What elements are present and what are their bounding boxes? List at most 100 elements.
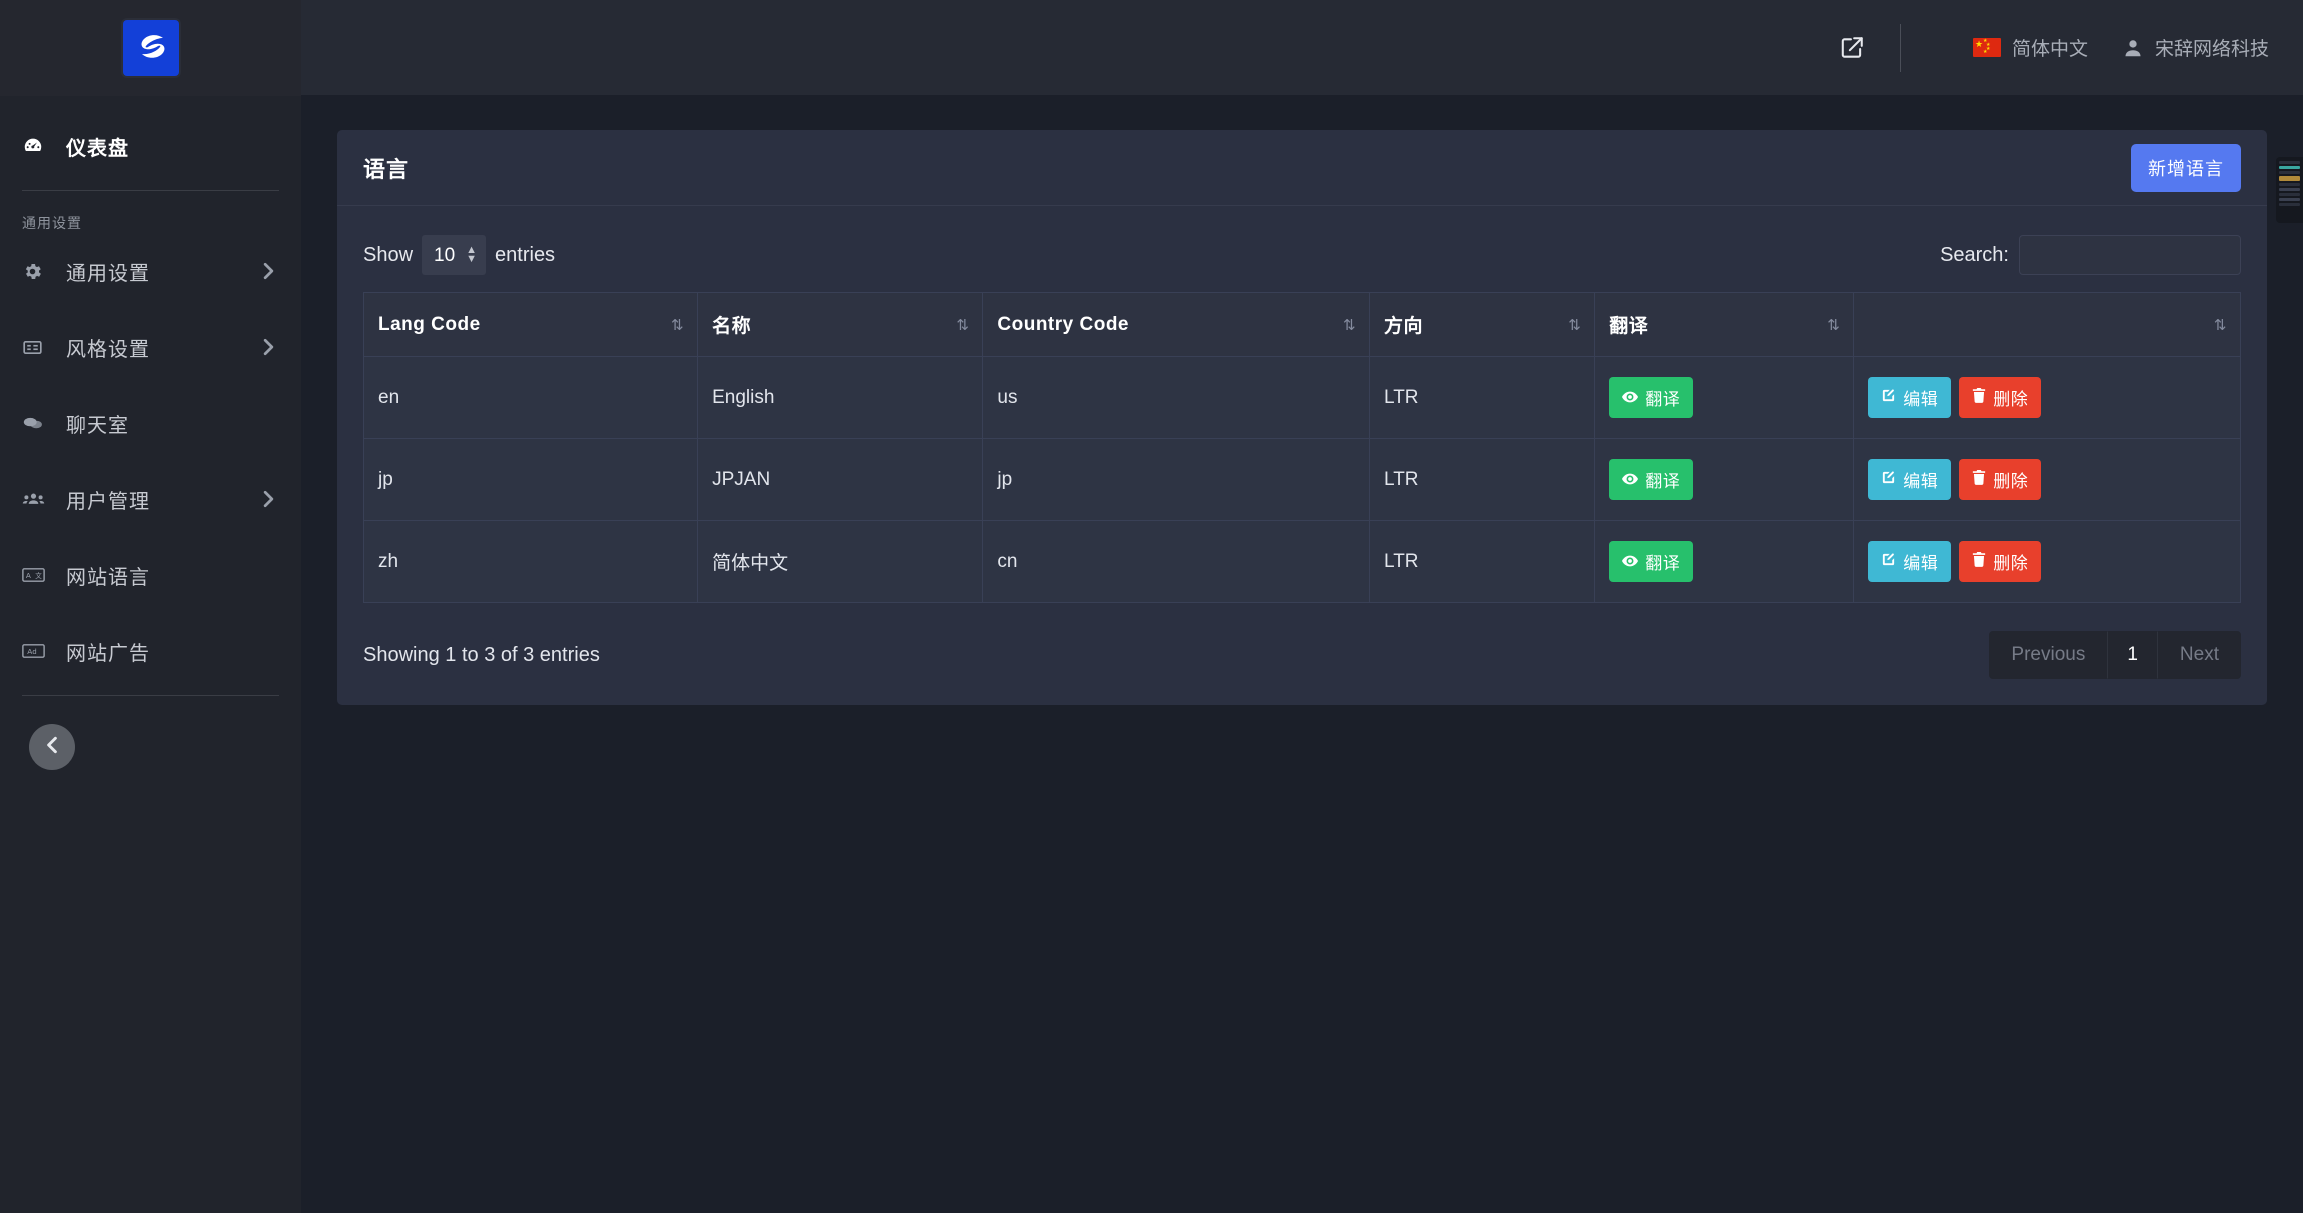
table-row: zh 简体中文 cn LTR 翻译	[362, 520, 2241, 603]
cell-name: 简体中文	[697, 520, 984, 603]
dashboard-gauge-icon	[22, 135, 56, 157]
language-switcher-label: 简体中文	[2011, 39, 2088, 60]
translate-button[interactable]: 翻译	[1609, 459, 1694, 500]
cell-direction: LTR	[1369, 520, 1596, 603]
column-header-translation[interactable]: 翻译 ⇅	[1594, 292, 1855, 357]
search-input[interactable]	[2019, 235, 2241, 275]
nav-spacer	[22, 451, 279, 471]
column-label: Lang Code	[378, 313, 481, 335]
right-edge-panel[interactable]	[2276, 157, 2303, 223]
column-header-direction[interactable]: 方向 ⇅	[1369, 292, 1596, 357]
column-header-actions[interactable]: ⇅	[1853, 292, 2241, 357]
delete-button-label: 删除	[1993, 390, 2029, 409]
translate-button-label: 翻译	[1645, 390, 1681, 409]
page-length-select[interactable]: 10	[422, 235, 487, 275]
sort-updown-icon: ⇅	[956, 316, 970, 334]
table-header-row: Lang Code ⇅ 名称 ⇅ Country Code ⇅	[362, 292, 2241, 357]
cell-translation: 翻译	[1594, 438, 1855, 521]
page-content: 语言 新增语言 Show 10 ▲ ▼	[301, 96, 2303, 1213]
nav-spacer	[22, 299, 279, 319]
pencil-square-icon	[1881, 388, 1896, 408]
datatable-footer: Showing 1 to 3 of 3 entries Previous 1 N…	[363, 603, 2241, 679]
pagination-previous[interactable]: Previous	[1989, 631, 2108, 679]
column-header-lang-code[interactable]: Lang Code ⇅	[362, 292, 699, 357]
column-label: 方向	[1384, 316, 1424, 337]
svg-text:Ad: Ad	[27, 647, 36, 656]
delete-button[interactable]: 删除	[1959, 377, 2042, 418]
chat-bubble-icon	[22, 412, 56, 434]
pagination-page-1[interactable]: 1	[2107, 631, 2158, 679]
pagination-next[interactable]: Next	[2157, 631, 2241, 679]
pencil-square-icon	[1881, 552, 1896, 572]
sidebar-item-chatroom[interactable]: 聊天室	[22, 395, 279, 451]
sidebar-item-site-ads[interactable]: Ad 网站广告	[22, 623, 279, 679]
user-menu[interactable]: 宋辞网络科技	[2122, 34, 2269, 61]
panel-line	[2279, 166, 2300, 169]
sidebar-item-style-settings[interactable]: 风格设置	[22, 319, 279, 375]
panel-line	[2279, 193, 2300, 196]
nav-spacer	[22, 375, 279, 395]
sidebar-item-user-management[interactable]: 用户管理	[22, 471, 279, 527]
cell-actions: 编辑 删除	[1853, 520, 2241, 603]
column-label: Country Code	[997, 313, 1129, 335]
delete-button[interactable]: 删除	[1959, 541, 2042, 582]
delete-button[interactable]: 删除	[1959, 459, 2042, 500]
page-title: 语言	[363, 156, 410, 182]
table-head: Lang Code ⇅ 名称 ⇅ Country Code ⇅	[362, 292, 2241, 357]
sidebar-divider-top	[22, 190, 279, 191]
cell-translation: 翻译	[1594, 520, 1855, 603]
svg-text:A: A	[26, 571, 31, 580]
edit-button-label: 编辑	[1903, 472, 1939, 491]
sidebar-section-heading: 通用设置	[22, 215, 82, 231]
translate-button[interactable]: 翻译	[1609, 377, 1694, 418]
edit-button[interactable]: 编辑	[1868, 377, 1952, 418]
language-card: 语言 新增语言 Show 10 ▲ ▼	[337, 130, 2267, 705]
sidebar-logo[interactable]	[0, 0, 301, 96]
external-link-icon[interactable]	[1830, 26, 1874, 70]
trash-icon	[1972, 469, 1986, 490]
sidebar: 仪表盘 通用设置 通用设置 风格设置	[0, 0, 301, 1213]
add-language-button[interactable]: 新增语言	[2131, 143, 2241, 192]
sort-updown-icon: ⇅	[1342, 316, 1357, 334]
sidebar-collapse-button[interactable]	[29, 724, 75, 770]
edit-button[interactable]: 编辑	[1868, 541, 1952, 582]
sidebar-item-label: 风格设置	[66, 338, 150, 361]
delete-button-label: 删除	[1993, 554, 2029, 573]
sidebar-item-label: 网站广告	[66, 642, 150, 665]
edit-button[interactable]: 编辑	[1868, 459, 1952, 500]
column-header-country-code[interactable]: Country Code ⇅	[982, 292, 1371, 357]
sidebar-divider-bottom	[22, 695, 279, 696]
show-label: Show	[363, 243, 414, 266]
sidebar-item-dashboard[interactable]: 仪表盘	[22, 118, 279, 174]
cell-direction: LTR	[1369, 356, 1596, 439]
cell-lang-code: en	[362, 356, 699, 439]
eye-icon	[1622, 388, 1639, 408]
sidebar-item-label: 用户管理	[66, 490, 150, 513]
style-card-icon	[22, 337, 56, 358]
panel-line	[2279, 171, 2300, 174]
cell-lang-code: zh	[362, 520, 699, 603]
sidebar-item-general-settings[interactable]: 通用设置	[22, 243, 279, 299]
cell-country-code: cn	[982, 520, 1371, 603]
column-label: 名称	[712, 316, 752, 337]
card-body: Show 10 ▲ ▼ entries	[337, 206, 2267, 705]
row-action-group: 编辑 删除	[1868, 377, 2226, 418]
sidebar-collapse-area	[22, 696, 279, 770]
sidebar-item-label: 网站语言	[66, 566, 150, 589]
main-area: ★ ★ ★ ★ ★ 简体中文 宋辞网络科技 语言 新增语言	[301, 0, 2303, 1213]
translate-button[interactable]: 翻译	[1609, 541, 1694, 582]
table-row: jp JPJAN jp LTR 翻译	[362, 438, 2241, 521]
sort-updown-icon: ⇅	[1568, 316, 1582, 334]
datatable-controls: Show 10 ▲ ▼ entries	[363, 228, 2241, 282]
column-header-name[interactable]: 名称 ⇅	[697, 292, 984, 357]
language-switcher[interactable]: ★ ★ ★ ★ ★ 简体中文	[1972, 34, 2088, 61]
topbar-divider	[1899, 23, 1901, 72]
cell-country-code: jp	[982, 438, 1371, 521]
sort-updown-icon: ⇅	[1827, 316, 1841, 334]
trash-icon	[1972, 387, 1986, 408]
eye-icon	[1622, 470, 1639, 490]
sidebar-item-label: 仪表盘	[66, 137, 129, 160]
row-action-group: 编辑 删除	[1868, 459, 2226, 500]
